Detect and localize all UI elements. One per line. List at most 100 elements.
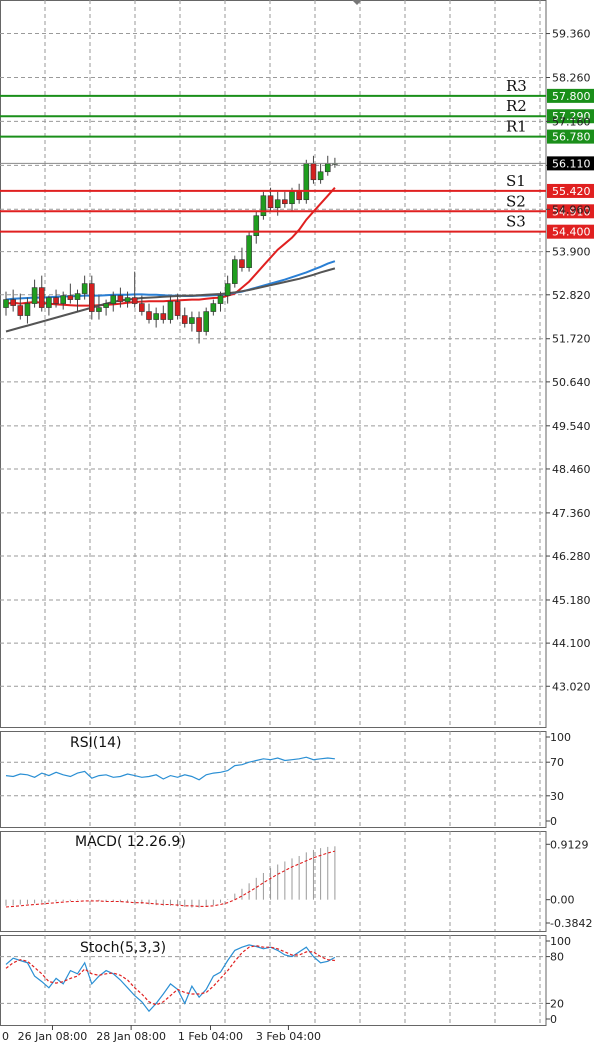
price-tick-label: 47.360 xyxy=(552,507,591,520)
price-tick-label: 58.260 xyxy=(552,71,591,84)
macd-panel: MACD( 12.26.9) 0.9129 0.00 -0.3842 xyxy=(5,834,592,930)
rsi-tick-label: 0 xyxy=(550,815,557,828)
macd-tick-label: 0.9129 xyxy=(550,838,589,851)
candle-body xyxy=(310,163,317,181)
stochastic-title: Stoch(5,3,3) xyxy=(80,940,166,956)
price-tick-label: 53.900 xyxy=(552,246,591,259)
panel-frame xyxy=(0,731,547,828)
candle-body xyxy=(3,299,9,308)
candle-body xyxy=(10,299,16,306)
rsi-tick-label: 30 xyxy=(550,790,564,803)
candle-body xyxy=(232,259,238,284)
candle-body xyxy=(124,297,131,302)
candle-body xyxy=(253,215,260,236)
candle-body xyxy=(160,313,167,320)
stochastic-panel: Stoch(5,3,3) 100 80 20 0 xyxy=(5,935,571,1026)
candle-body xyxy=(189,317,195,324)
candle-body xyxy=(224,283,231,296)
rsi-panel: RSI(14) 100 70 30 0 xyxy=(5,731,571,828)
candle-body xyxy=(274,199,281,209)
candle-body xyxy=(81,283,88,294)
level-price-box xyxy=(547,129,594,144)
candle-body xyxy=(89,283,95,312)
price-tick-label: 59.360 xyxy=(552,28,591,41)
candle-body xyxy=(131,297,138,304)
candle-body xyxy=(146,311,152,320)
level-price-label: 57.800 xyxy=(552,90,591,103)
scroll-marker-icon[interactable] xyxy=(352,0,362,5)
level-price-box xyxy=(547,204,594,219)
candle-body xyxy=(110,295,117,304)
current-price-box xyxy=(547,156,594,171)
macd-title: MACD( 12.26.9) xyxy=(75,834,186,850)
level-price-label: 56.780 xyxy=(552,131,591,144)
candle-body xyxy=(282,199,288,205)
stochastic-axis: 100 80 20 0 xyxy=(546,935,571,1026)
level-price-box xyxy=(547,183,594,198)
candle-body xyxy=(24,303,31,316)
stochastic-lines xyxy=(5,944,336,1013)
stochastic-tick-label: 0 xyxy=(550,1013,557,1026)
candle-body xyxy=(31,287,38,304)
chart-grid xyxy=(0,0,546,1025)
level-price-box xyxy=(547,224,594,239)
level-price-label: 54.910 xyxy=(552,205,591,218)
price-tick-label: 51.720 xyxy=(552,333,591,346)
time-axis: 0 26 Jan 08:00 28 Jan 08:00 1 Feb 04:00 3 Fe… xyxy=(2,1025,321,1043)
price-tick-label: 46.280 xyxy=(552,550,591,563)
panel-frame xyxy=(0,831,547,932)
candle-body xyxy=(303,163,310,201)
macd-tick-label: 0.00 xyxy=(550,894,575,907)
candle-body xyxy=(67,295,74,300)
price-tick-label: 52.820 xyxy=(552,289,591,302)
candle-body xyxy=(317,171,324,181)
candle-body xyxy=(103,303,109,308)
candle-body xyxy=(153,313,159,320)
candle-body xyxy=(174,301,181,316)
candle-body xyxy=(203,311,209,332)
stochastic-tick-label: 80 xyxy=(550,951,564,964)
time-tick-label: 28 Jan 08:00 xyxy=(96,1030,166,1043)
level-price-label: 57.290 xyxy=(552,110,591,123)
level-name: S2 xyxy=(506,192,526,210)
level-price-label: 54.400 xyxy=(552,226,591,239)
candle-body xyxy=(117,295,124,302)
candle-body xyxy=(217,295,224,304)
candle-body xyxy=(167,301,174,320)
level-name: R1 xyxy=(506,118,527,136)
price-tick-label: 48.460 xyxy=(552,463,591,476)
price-panel[interactable]: R3 57.800 R2 57.290 R1 56.780 S1 55.420 S2 54.910… xyxy=(0,28,594,694)
level-name: R3 xyxy=(506,77,527,95)
time-tick-label: 1 Feb 04:00 xyxy=(178,1030,243,1043)
stochastic-signal-line xyxy=(5,945,335,1006)
time-tick-label: 0 xyxy=(2,1030,9,1043)
macd-axis: 0.9129 0.00 -0.3842 xyxy=(546,838,592,930)
price-tick-label: 57.160 xyxy=(552,115,591,128)
level-name: S1 xyxy=(506,172,526,190)
rsi-tick-label: 100 xyxy=(550,731,571,744)
stochastic-tick-label: 100 xyxy=(550,935,571,948)
candle-body xyxy=(246,235,252,268)
candle-body xyxy=(324,163,331,173)
price-tick-label: 43.020 xyxy=(552,680,591,693)
level-name: R2 xyxy=(506,97,527,115)
candle-body xyxy=(38,287,45,308)
level-name: S3 xyxy=(506,213,526,231)
macd-tick-label: -0.3842 xyxy=(550,917,592,930)
candle-body xyxy=(196,317,202,332)
stochastic-tick-label: 20 xyxy=(550,997,564,1010)
candle-body xyxy=(296,191,302,201)
macd-signal-line xyxy=(5,850,336,908)
candle-body xyxy=(260,195,267,217)
time-tick-label: 26 Jan 08:00 xyxy=(18,1030,88,1043)
candle-body xyxy=(60,295,67,304)
level-price-box xyxy=(547,109,594,124)
candle-body xyxy=(17,305,24,316)
panel-frame xyxy=(0,0,547,728)
candle-body xyxy=(74,293,81,300)
candle-body xyxy=(96,307,102,312)
time-tick-label: 3 Feb 04:00 xyxy=(256,1030,321,1043)
level-price-label: 55.420 xyxy=(552,185,591,198)
candle-body xyxy=(239,259,245,268)
